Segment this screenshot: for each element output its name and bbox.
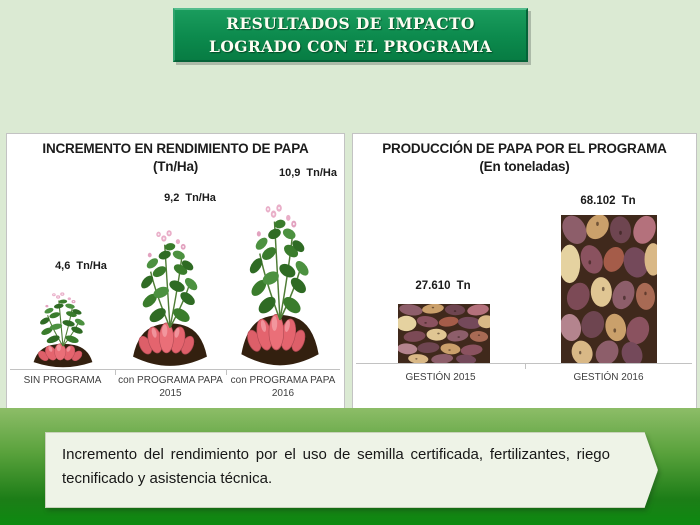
- yield-value-2: 9,2: [164, 192, 180, 204]
- footer-callout-arrow: Incremento del rendimiento por el uso de…: [45, 432, 658, 508]
- yield-chart-title: INCREMENTO EN RENDIMIENTO DE PAPA: [42, 141, 309, 156]
- slide-title-line2: LOGRADO CON EL PROGRAMA: [209, 37, 492, 56]
- yield-category-1-line1: SIN PROGRAMA: [23, 375, 102, 386]
- production-axis-tick: [525, 363, 526, 369]
- yield-unit-1: Tn/Ha: [76, 260, 107, 272]
- title-banner: RESULTADOS DE IMPACTO LOGRADO CON EL PRO…: [173, 8, 528, 62]
- production-x-axis: [356, 363, 692, 364]
- yield-category-3: con PROGRAMA PAPA 2016: [226, 375, 340, 400]
- yield-category-2: con PROGRAMA PAPA 2015: [115, 375, 226, 400]
- production-value-1: 27.610: [415, 280, 451, 292]
- yield-value-3: 10,9: [279, 167, 301, 179]
- production-category-2: GESTIÓN 2016: [573, 372, 644, 383]
- footer-callout-wrap: Incremento del rendimiento por el uso de…: [45, 432, 658, 508]
- production-chart-subtitle: (En toneladas): [479, 159, 570, 174]
- production-unit-2: Tn: [621, 195, 636, 207]
- potato-plant-large-illustration: [234, 197, 326, 369]
- yield-category-3-line2: 2016: [271, 387, 295, 399]
- footer-text: Incremento del rendimiento por el uso de…: [62, 446, 610, 487]
- yield-value-label-1: 4,6 Tn/Ha: [41, 260, 121, 272]
- production-chart-panel: PRODUCCIÓN DE PAPA POR EL PROGRAMA (En t…: [352, 133, 697, 409]
- slide-title-line1: RESULTADOS DE IMPACTO: [226, 14, 475, 33]
- yield-unit-3: Tn/Ha: [306, 167, 337, 179]
- yield-category-2-line2: 2015: [159, 387, 182, 399]
- yield-value-label-2: 9,2 Tn/Ha: [150, 192, 230, 204]
- footer-band: Incremento del rendimiento por el uso de…: [0, 408, 700, 525]
- production-value-2: 68.102: [580, 195, 616, 207]
- yield-value-1: 4,6: [55, 260, 71, 272]
- potato-plant-small-illustration: [28, 289, 98, 369]
- yield-category-3-line1: con PROGRAMA PAPA: [230, 375, 336, 386]
- yield-x-axis: [10, 369, 340, 370]
- yield-category-1: SIN PROGRAMA: [10, 375, 115, 388]
- production-unit-1: Tn: [456, 280, 471, 292]
- yield-category-2-line1: con PROGRAMA PAPA: [118, 375, 223, 386]
- potato-pile-photo-2016: [561, 215, 657, 363]
- yield-chart-subtitle: (Tn/Ha): [152, 159, 199, 174]
- production-value-label-2: 68.102 Tn: [558, 195, 658, 207]
- yield-value-label-3: 10,9 Tn/Ha: [268, 167, 348, 179]
- yield-chart-panel: INCREMENTO EN RENDIMIENTO DE PAPA (Tn/Ha…: [6, 133, 345, 409]
- potato-plant-medium-illustration: [126, 224, 214, 369]
- potato-pile-photo-2015: [398, 304, 490, 363]
- production-value-label-1: 27.610 Tn: [393, 280, 493, 292]
- production-chart-title: PRODUCCIÓN DE PAPA POR EL PROGRAMA: [382, 141, 667, 156]
- yield-unit-2: Tn/Ha: [185, 192, 216, 204]
- yield-axis-tick-1: [115, 369, 116, 375]
- production-category-1: GESTIÓN 2015: [405, 372, 476, 383]
- yield-axis-tick-2: [226, 369, 227, 375]
